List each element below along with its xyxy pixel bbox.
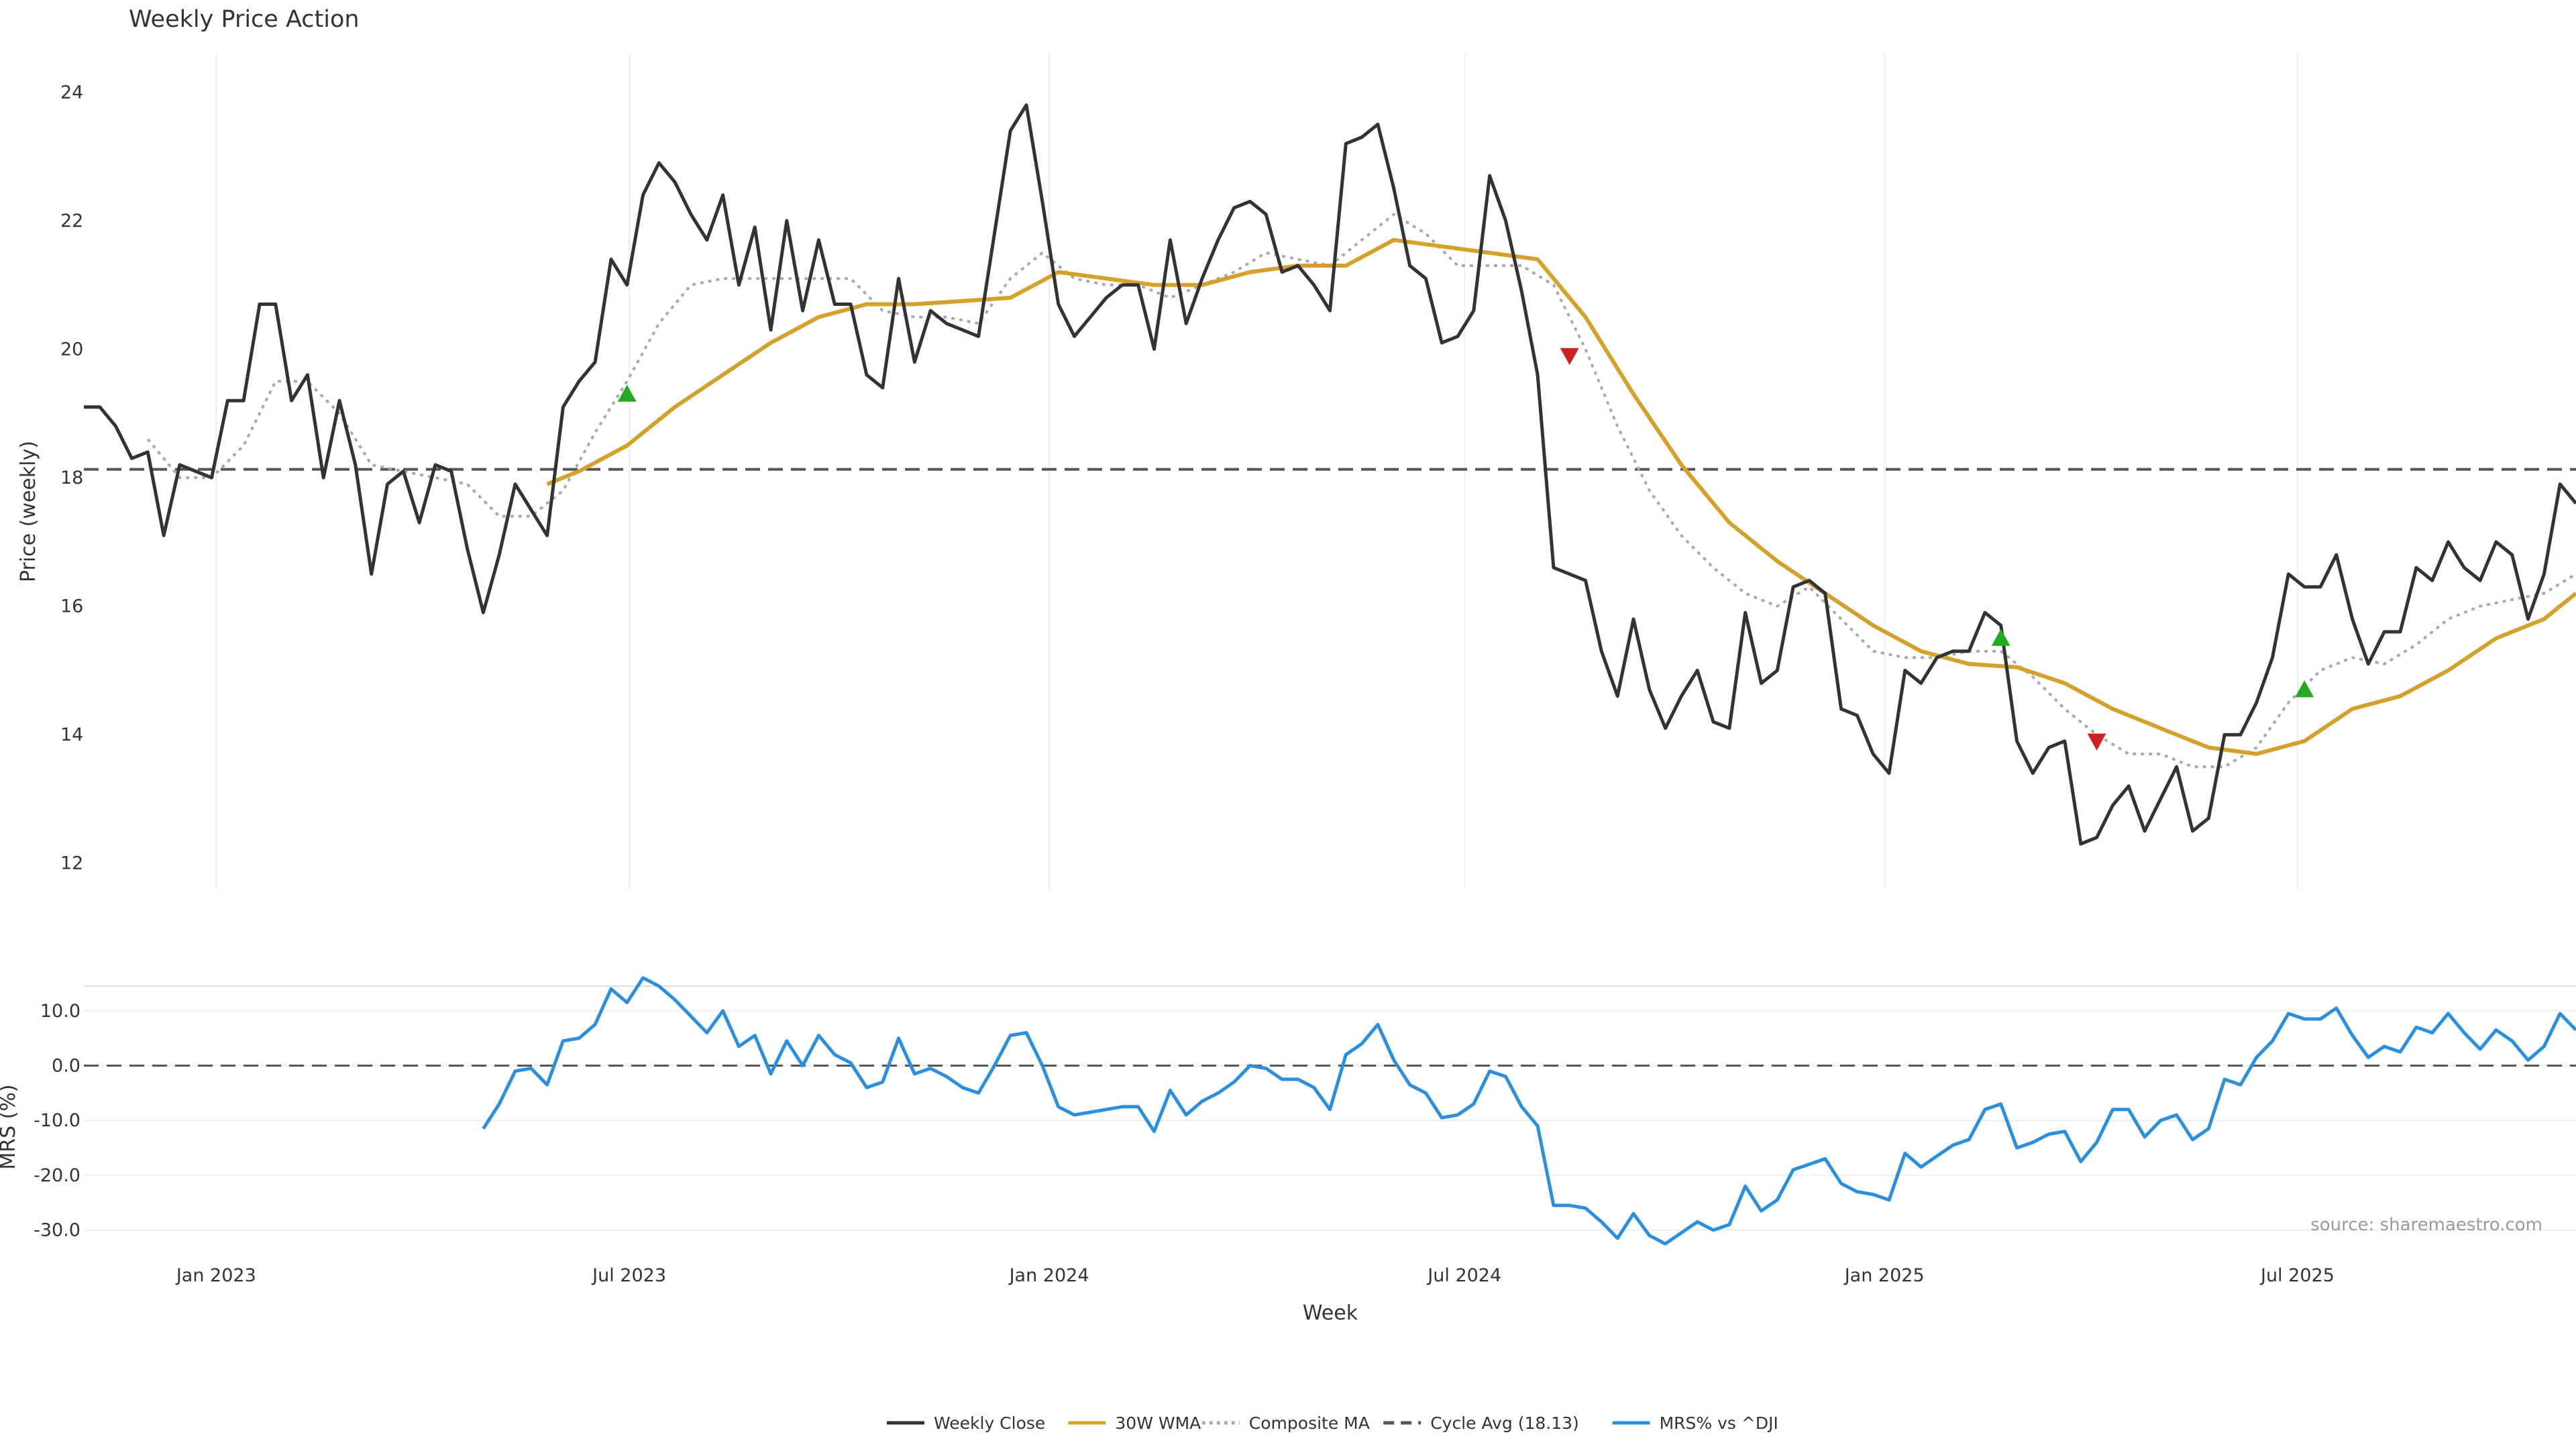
legend-label: 30W WMA — [1115, 1413, 1201, 1433]
legend-label: Composite MA — [1249, 1413, 1370, 1433]
mrs-y-axis-label: MRS (%) — [0, 1084, 20, 1169]
x-tick: Jan 2023 — [175, 1265, 256, 1286]
price-y-tick: 12 — [60, 853, 83, 874]
mrs-y-tick: 10.0 — [40, 1001, 80, 1022]
sell-signal-marker — [2087, 733, 2106, 751]
series-30w-wma — [546, 237, 2576, 756]
mrs-y-tick: 0.0 — [52, 1055, 80, 1076]
mrs-panel: 10.0 0.0 -10.0 -20.0 -30.0 MRS (%) source: s… — [0, 976, 2576, 1246]
x-tick: Jan 2024 — [1008, 1265, 1089, 1286]
mrs-series — [482, 976, 2576, 1246]
series-weekly-close — [84, 103, 2576, 846]
x-axis-ticks: Jan 2023 Jul 2023 Jan 2024 Jul 2024 Jan 2025… — [175, 1265, 2334, 1286]
price-y-tick: 22 — [60, 211, 83, 231]
x-axis-label: Week — [1303, 1301, 1358, 1325]
chart-title: Weekly Price Action — [129, 6, 360, 33]
price-y-tick: 18 — [60, 468, 83, 488]
buy-signal-marker — [617, 384, 637, 402]
legend-label: MRS% vs ^DJI — [1660, 1413, 1778, 1433]
series-mrs — [482, 976, 2576, 1246]
price-y-tick: 14 — [60, 724, 83, 745]
price-gridlines — [215, 54, 2298, 889]
legend-label: Weekly Close — [934, 1413, 1045, 1433]
mrs-y-ticks: 10.0 0.0 -10.0 -20.0 -30.0 — [34, 1001, 80, 1241]
price-y-ticks: 12 14 16 18 20 22 24 — [60, 82, 83, 873]
price-y-tick: 16 — [60, 596, 83, 617]
x-tick: Jul 2023 — [591, 1265, 666, 1286]
sell-signal-marker — [1560, 347, 1579, 366]
legend-item: Weekly Close — [887, 1413, 1045, 1433]
series-composite-ma — [146, 213, 2576, 768]
x-tick: Jan 2025 — [1843, 1265, 1925, 1286]
legend-item: Composite MA — [1201, 1413, 1370, 1433]
signal-markers — [617, 347, 2314, 751]
x-tick: Jul 2024 — [1426, 1265, 1501, 1286]
price-series — [84, 103, 2576, 846]
buy-signal-marker — [1991, 629, 2010, 646]
legend-label: Cycle Avg (18.13) — [1430, 1413, 1579, 1433]
price-y-tick: 20 — [60, 339, 83, 360]
mrs-y-tick: -20.0 — [34, 1165, 80, 1186]
x-tick: Jul 2025 — [2259, 1265, 2334, 1286]
mrs-y-tick: -10.0 — [34, 1110, 80, 1131]
legend: Weekly Close 30W WMA Composite MA Cycle Avg… — [887, 1413, 1778, 1433]
legend-item: 30W WMA — [1068, 1413, 1201, 1433]
buy-signal-marker — [2295, 680, 2314, 698]
price-panel: 12 14 16 18 20 22 24 Price (weekly) — [17, 54, 2576, 889]
mrs-y-tick: -30.0 — [34, 1220, 80, 1241]
mrs-gridlines — [84, 1010, 2576, 1231]
source-credit: source: sharemaestro.com — [2310, 1215, 2542, 1235]
legend-item: Cycle Avg (18.13) — [1383, 1413, 1579, 1433]
legend-item: MRS% vs ^DJI — [1612, 1413, 1778, 1433]
price-y-tick: 24 — [60, 82, 83, 103]
price-y-axis-label: Price (weekly) — [17, 441, 40, 582]
